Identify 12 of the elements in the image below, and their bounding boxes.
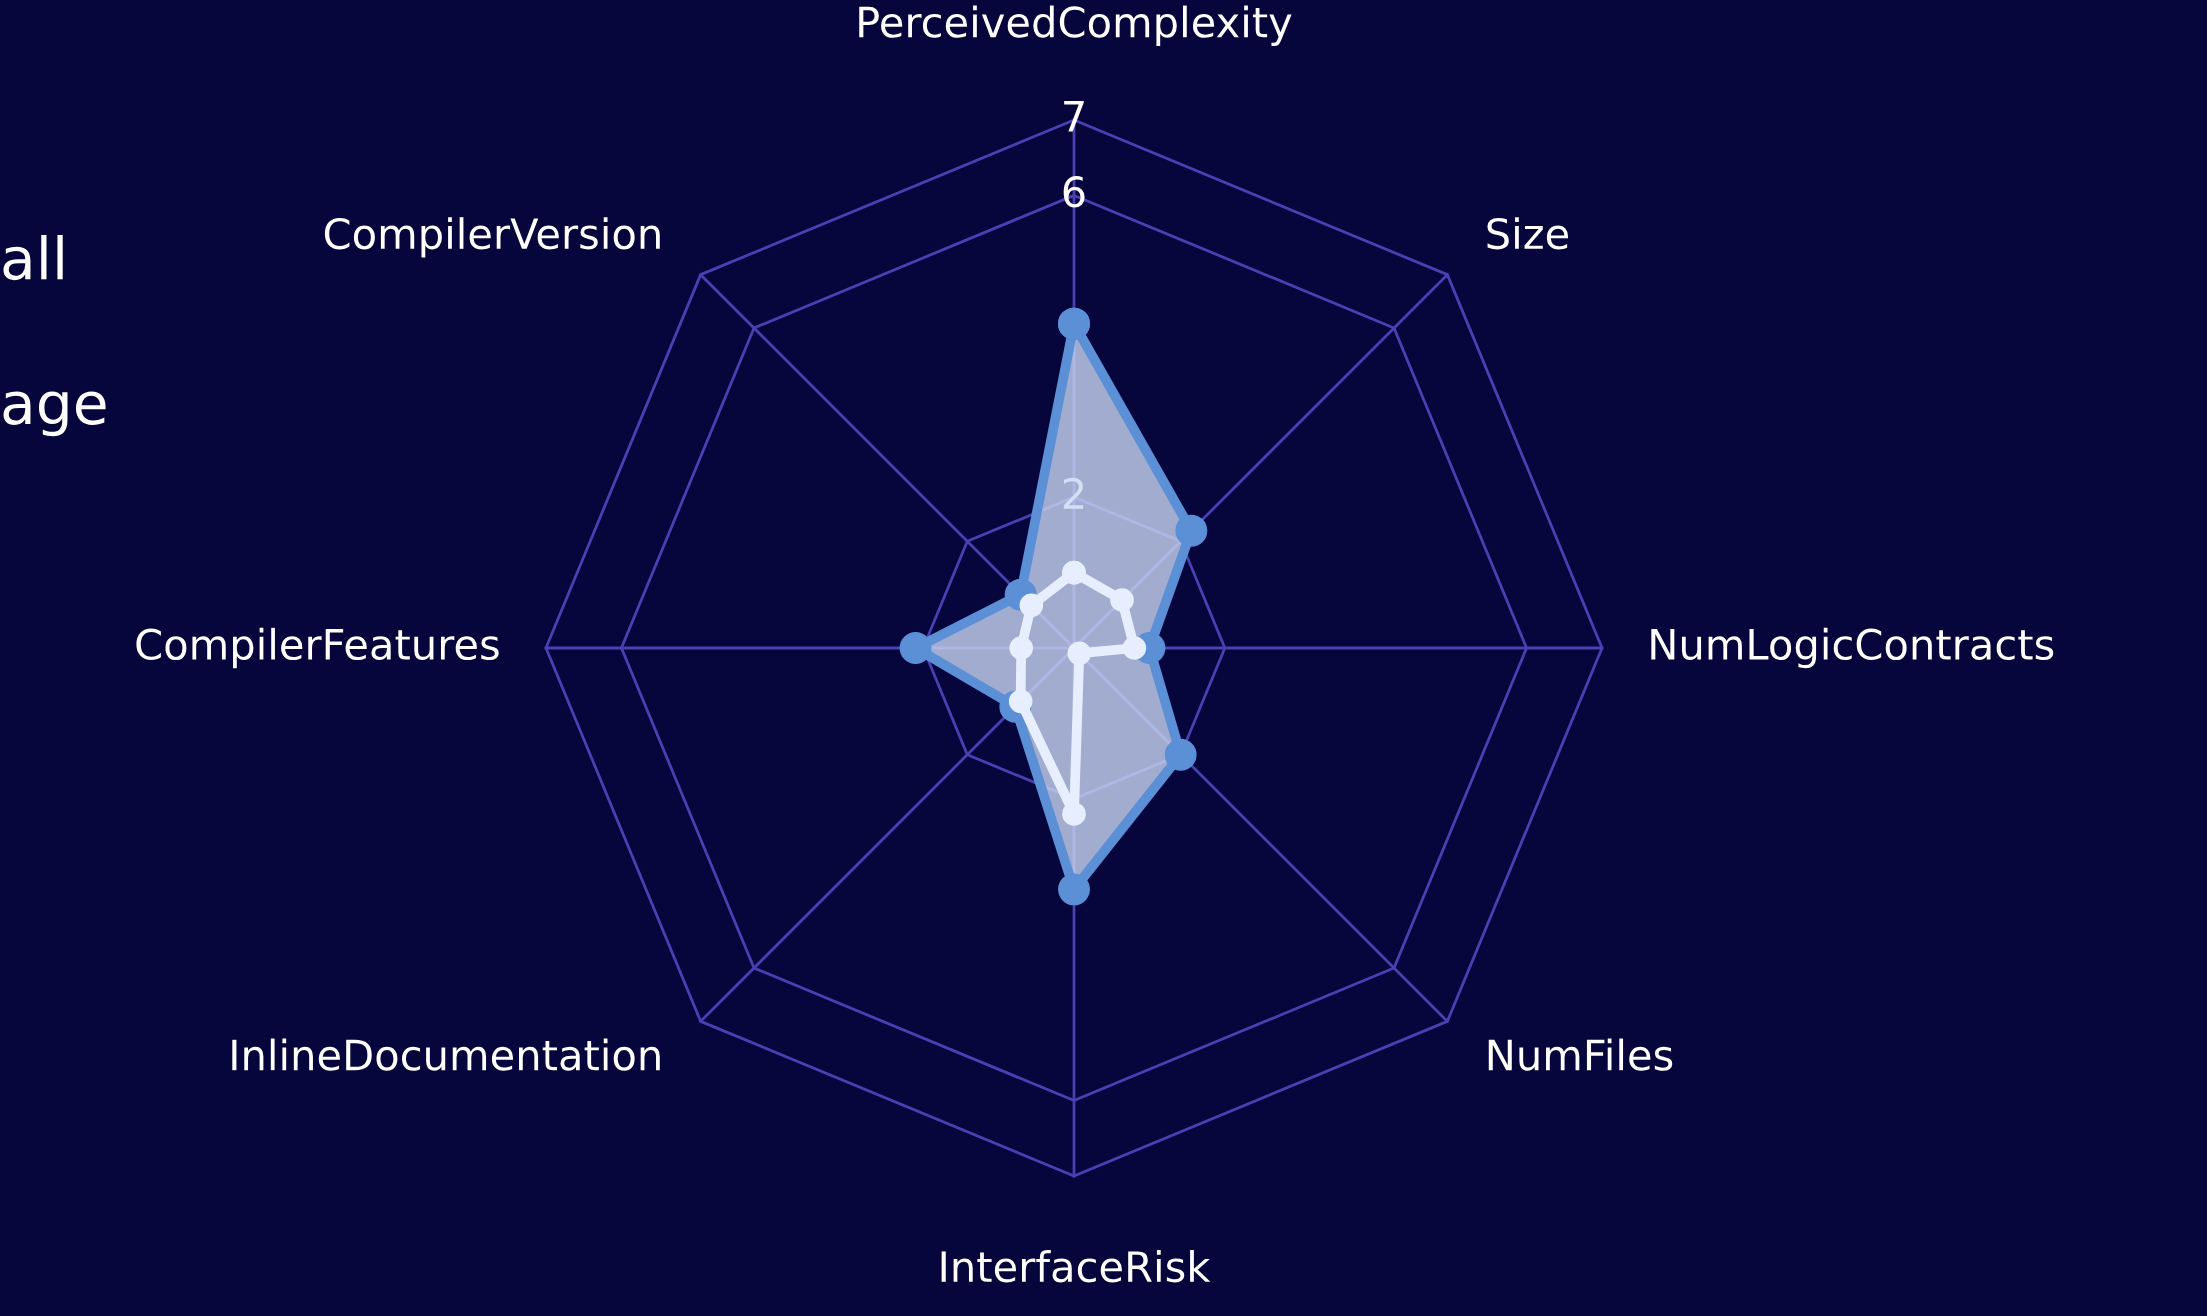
spoke-label: CompilerVersion: [324, 217, 660, 258]
spoke-label: Size: [1487, 217, 1568, 250]
spoke-label: NumFiles: [1488, 1038, 1673, 1071]
spoke-label: InlineDocumentation: [232, 1038, 660, 1071]
spoke-label: InterfaceRisk: [941, 1250, 1211, 1283]
spoke-label: PerceivedComplexity: [859, 5, 1292, 46]
text: age: [3, 391, 106, 437]
spoke-label: NumLogicContracts: [1651, 627, 2054, 669]
spoke-label: CompilerFeatures: [136, 627, 499, 669]
text: all: [3, 234, 63, 281]
y-tick-label: 7: [1064, 101, 1084, 132]
y-tick-label: 6: [1063, 176, 1085, 208]
